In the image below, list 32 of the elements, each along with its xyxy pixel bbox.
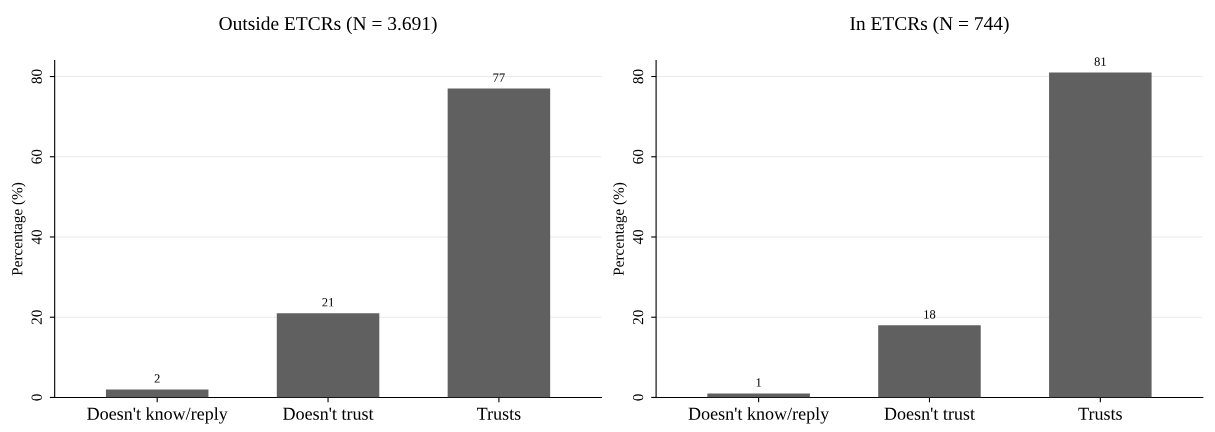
y-tick-label: 0 — [632, 394, 644, 401]
data-label: 77 — [493, 73, 505, 82]
data-label: 21 — [322, 298, 334, 307]
bar — [707, 393, 810, 398]
y-tick-label: 80 — [632, 69, 644, 84]
y-tick-label: 40 — [31, 229, 42, 245]
y-axis-title: Percentage (%) — [11, 182, 26, 276]
x-tick-label: Doesn't know/reply — [688, 407, 830, 424]
y-tick-label: 0 — [31, 394, 42, 401]
y-axis-title: Percentage (%) — [613, 182, 627, 276]
x-tick-label: Doesn't know/reply — [87, 407, 228, 424]
y-tick-label: 60 — [31, 149, 42, 164]
y-tick-label: 80 — [31, 69, 42, 84]
x-tick-label: Doesn't trust — [283, 407, 374, 420]
x-tick-label: Doesn't trust — [884, 407, 975, 420]
x-tick-label: Trusts — [476, 407, 521, 420]
data-label: 18 — [924, 310, 936, 319]
bar — [276, 313, 380, 398]
data-label: 1 — [756, 378, 761, 387]
y-tick-label: 40 — [632, 229, 644, 245]
y-tick-label: 60 — [632, 149, 644, 164]
bar — [1049, 72, 1152, 398]
data-label: 81 — [1094, 57, 1106, 66]
chart-title: In ETCRs (N = 744) — [850, 16, 1009, 35]
bar — [447, 88, 551, 398]
bar — [878, 325, 981, 398]
x-tick-label: Trusts — [1078, 407, 1122, 420]
y-tick-label: 20 — [632, 310, 644, 325]
bar — [105, 389, 209, 398]
y-tick-label: 20 — [31, 310, 42, 325]
data-label: 2 — [154, 374, 160, 383]
chart-title: Outside ETCRs (N = 3.691) — [219, 16, 437, 35]
